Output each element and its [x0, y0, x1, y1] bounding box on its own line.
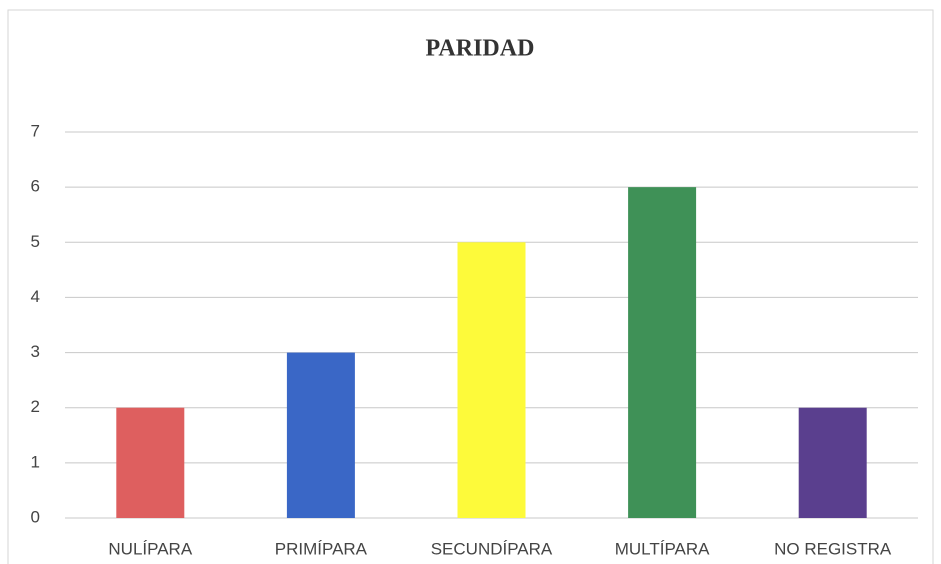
y-tick-label: 4: [31, 287, 40, 306]
bar: [286, 352, 355, 518]
y-tick-label: 0: [31, 507, 40, 526]
y-tick-label: 5: [31, 232, 40, 251]
y-tick-label: 1: [31, 452, 40, 471]
y-tick-label: 6: [31, 177, 40, 196]
x-tick-label: NULÍPARA: [108, 539, 192, 558]
bar: [116, 407, 185, 518]
x-tick-label: MULTÍPARA: [615, 539, 710, 558]
chart-frame: [7, 9, 934, 564]
bar: [457, 242, 526, 519]
y-tick-label: 2: [31, 397, 40, 416]
x-tick-label: NO REGISTRA: [774, 539, 892, 558]
x-tick-label: SECUNDÍPARA: [431, 539, 553, 558]
chart-title: PARIDAD: [426, 36, 535, 62]
bar: [798, 407, 867, 518]
x-tick-label: PRIMÍPARA: [275, 539, 368, 558]
y-tick-label: 7: [31, 121, 40, 140]
y-tick-label: 3: [31, 342, 40, 361]
bar: [628, 187, 697, 518]
